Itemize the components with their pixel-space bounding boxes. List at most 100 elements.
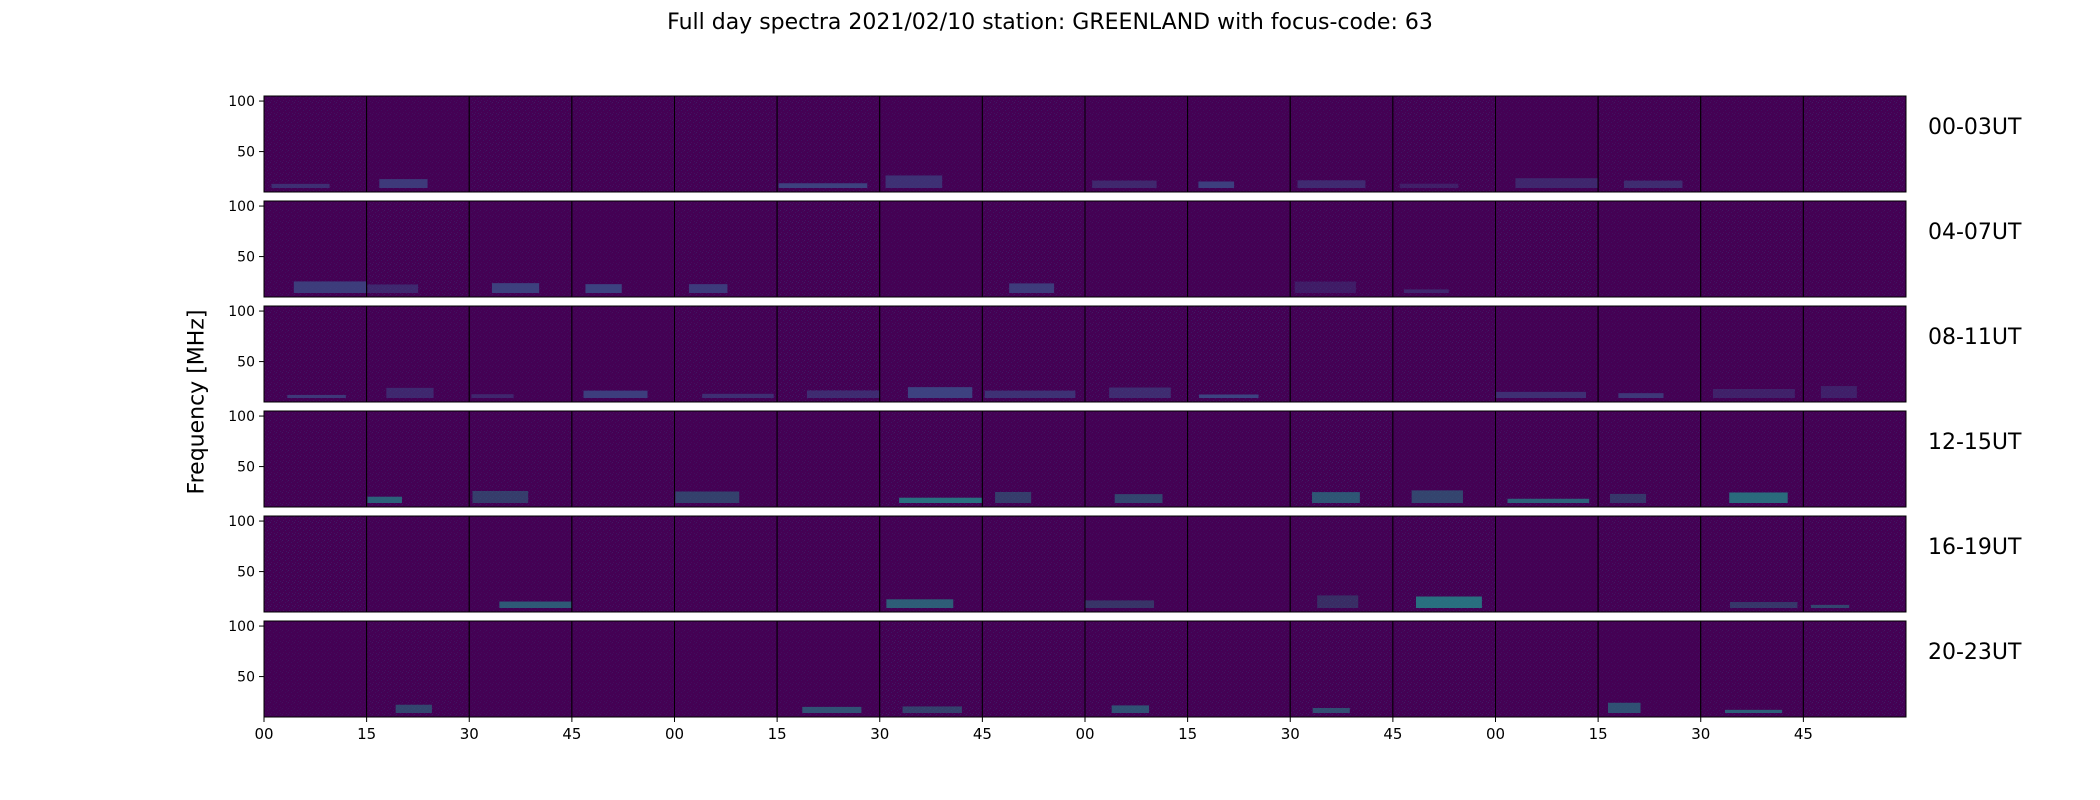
spectrum-panel [1597,305,1702,403]
x-tick-label: 45 [1383,725,1402,743]
spectrum-panel [366,515,470,613]
spectrum-panel [366,410,470,508]
row-time-label: 12-15UT [1928,430,2022,455]
spectrum-panel [1084,305,1189,403]
spectrum-panel [1392,305,1496,403]
y-tick-label: 50 [237,145,255,161]
spectrum-panel [1187,305,1291,403]
spectrum-panel [263,410,368,508]
spectrum-panel [776,200,881,298]
spectrum-panel [1289,200,1394,298]
spectrum-panel [571,410,675,508]
y-tick-label: 100 [228,409,255,425]
spectrum-panel [1289,95,1394,193]
y-tick-label: 100 [228,514,255,530]
spectrum-panel [1802,305,1907,403]
y-tick-label: 100 [228,94,255,110]
y-tick-label: 100 [228,619,255,635]
spectrum-panel [571,515,675,613]
row-time-label: 16-19UT [1928,535,2022,560]
spectrum-panel [981,95,1086,193]
x-tick-label: 00 [1075,725,1094,743]
spectrum-panel [1187,620,1291,718]
spectrum-panel [366,620,470,718]
spectrum-panel [1392,620,1496,718]
x-tick-label: 30 [460,725,479,743]
spectrum-panel [674,620,778,718]
spectrum-panel [366,95,470,193]
spectrum-panel [674,305,778,403]
spectrum-panel [1289,515,1394,613]
spectrum-panel [1084,200,1189,298]
spectrum-panel [1084,515,1189,613]
spectrum-panel [468,95,573,193]
spectrum-panel [1802,95,1907,193]
x-tick-label: 00 [1486,725,1505,743]
x-tick-label: 15 [1178,725,1197,743]
spectrum-panel [776,95,881,193]
spectrum-panel [879,410,985,508]
spectrum-panel [1495,95,1606,193]
spectrum-panel [1597,515,1702,613]
x-tick-label: 30 [870,725,889,743]
spectrum-panel [776,620,881,718]
spectrum-panel [1495,410,1599,508]
x-tick-label: 15 [768,725,787,743]
spectrum-panel [1802,620,1907,718]
spectrum-panel [1802,410,1907,508]
spectrum-panel [468,305,573,403]
y-tick-label: 50 [237,460,255,476]
x-tick-label: 45 [562,725,581,743]
spectrum-panel [1700,95,1804,193]
spectrum-panel [1597,620,1702,718]
x-tick-label: 30 [1281,725,1300,743]
spectrum-panel [366,200,470,298]
spectrum-panel [1084,620,1189,718]
spectrum-panel [1187,410,1291,508]
spectrum-panel [571,305,675,403]
spectrum-panel [674,95,778,193]
spectrum-panel [879,200,983,298]
spectrum-panel [263,305,368,403]
spectrum-panel [1392,200,1496,298]
spectrum-panel [981,515,1086,613]
y-tick-label: 50 [237,670,255,686]
y-tick-label: 100 [228,304,255,320]
spectrum-panel [468,620,573,718]
spectrum-panel [981,305,1086,403]
spectrum-panel [571,95,675,193]
spectrum-panel [879,305,983,403]
spectrum-panel [1597,95,1702,193]
spectrum-panel [1597,200,1702,298]
spectrum-panel [1084,410,1189,508]
spectrum-panel [468,410,573,508]
spectrum-panel [981,620,1086,718]
spectrum-panel [1700,305,1804,403]
x-tick-label: 00 [665,725,684,743]
row-time-label: 08-11UT [1928,325,2022,350]
x-tick-label: 30 [1691,725,1710,743]
spectrum-panel [776,305,893,403]
spectrum-panel [1289,305,1394,403]
spectrum-panel [1700,515,1804,613]
y-tick-label: 100 [228,199,255,215]
spectrum-panel [366,305,470,403]
spectrum-panel [674,515,778,613]
spectrum-panel [776,410,881,508]
spectrum-panel [1187,515,1291,613]
spectrum-panel [776,515,881,613]
x-tick-label: 00 [254,725,273,743]
y-tick-label: 50 [237,565,255,581]
spectrum-panel [263,95,368,193]
spectrum-panel [981,410,1086,508]
y-tick-label: 50 [237,250,255,266]
spectrum-panel [1495,620,1599,718]
spectrum-panel [263,620,368,718]
spectrum-panel [1597,410,1702,508]
spectrum-panel [1289,620,1394,718]
spectrum-panel [1700,410,1804,508]
x-tick-label: 15 [1589,725,1608,743]
spectrum-panel [879,620,983,718]
spectrum-panel [1392,515,1496,613]
spectrum-panel [263,515,368,613]
